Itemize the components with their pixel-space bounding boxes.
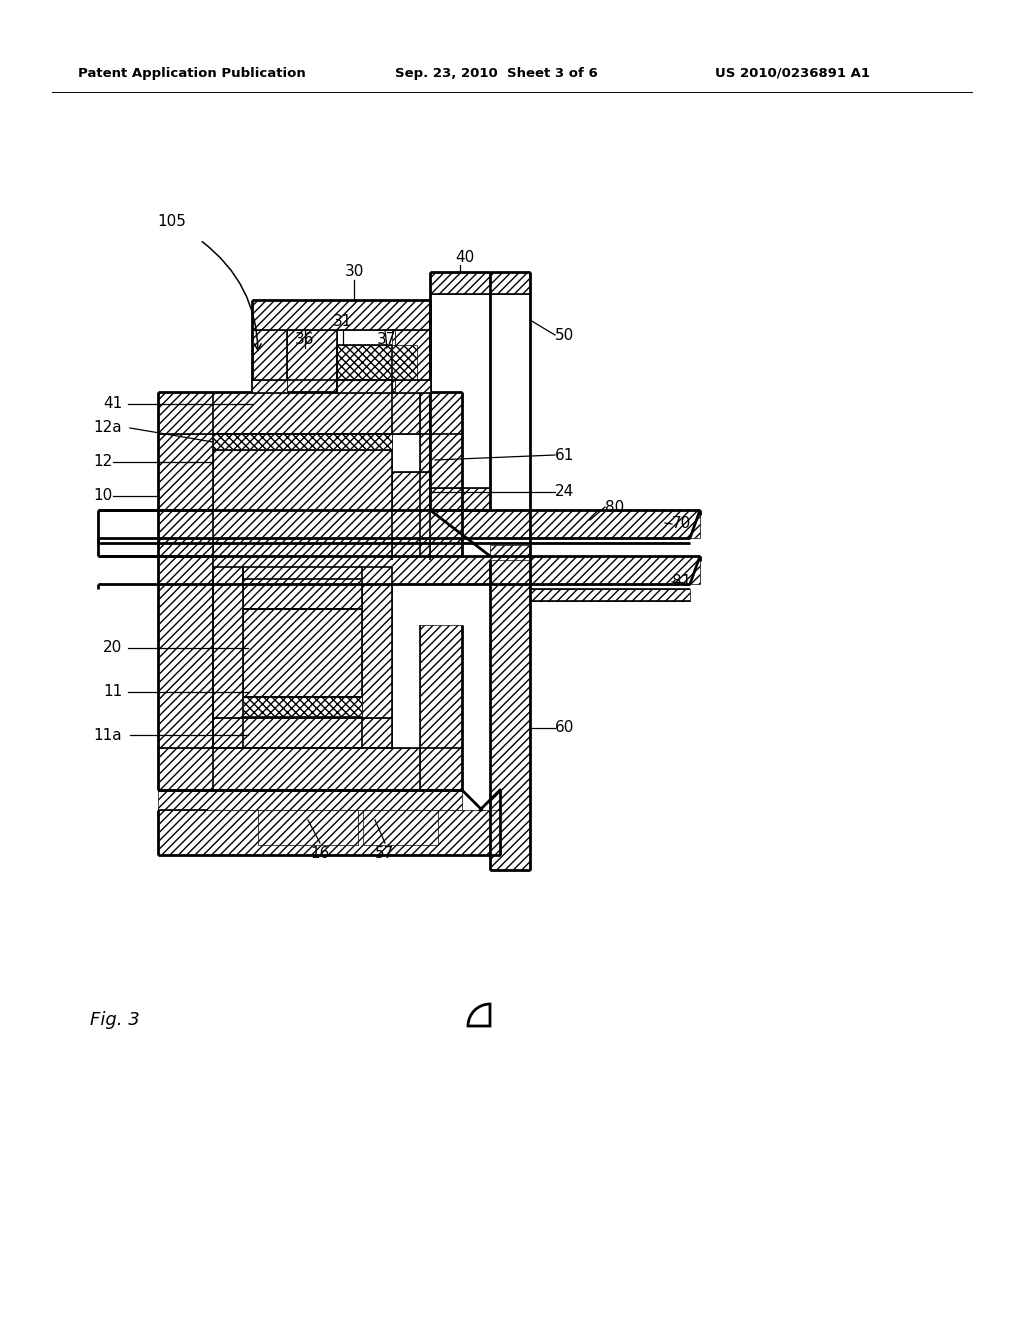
Text: 20: 20 [103,640,122,656]
Text: 12a: 12a [93,421,122,436]
Text: 30: 30 [344,264,364,280]
Text: 37: 37 [377,333,396,347]
FancyArrowPatch shape [202,242,261,351]
Bar [430,488,490,510]
Bar [158,748,462,789]
Bar [430,272,490,294]
Bar [395,300,430,392]
Bar [155,271,720,870]
Bar [395,380,430,392]
Bar [243,609,362,697]
Bar [530,589,690,601]
Text: 50: 50 [555,327,574,342]
Text: 61: 61 [555,447,574,462]
Bar [287,330,337,392]
Bar [158,510,700,539]
Text: 60: 60 [555,721,574,735]
Text: 105: 105 [157,214,186,230]
Bar [213,718,392,748]
Bar [258,810,358,845]
Bar [392,345,417,380]
Bar [158,392,213,789]
Bar [158,556,700,583]
Text: 11: 11 [103,685,122,700]
Text: 11a: 11a [93,727,122,742]
Text: 31: 31 [334,314,352,330]
Bar [243,697,362,717]
Bar [213,568,243,748]
Bar [490,272,530,294]
Bar [420,392,462,557]
Bar [420,624,462,789]
Bar [392,473,430,560]
Text: 12: 12 [93,454,113,470]
Text: 80: 80 [605,499,625,515]
Bar [158,392,462,434]
Text: 24: 24 [555,484,574,499]
Bar [490,545,530,560]
Text: 70: 70 [672,516,691,532]
Bar [252,380,287,392]
Bar [213,434,392,450]
Bar [362,810,438,845]
Bar [490,560,530,870]
Bar [252,300,287,392]
Bar [213,434,392,568]
Bar [158,789,462,810]
Bar [337,380,392,392]
Text: US 2010/0236891 A1: US 2010/0236891 A1 [715,66,870,79]
Text: 16: 16 [310,846,330,861]
Text: 36: 36 [295,333,314,347]
Bar [337,345,392,380]
Text: Patent Application Publication: Patent Application Publication [78,66,306,79]
Text: 81: 81 [672,574,691,590]
Bar [158,510,213,556]
Text: 10: 10 [93,488,113,503]
Bar [252,300,430,330]
Text: 57: 57 [376,846,394,861]
Bar [243,579,362,609]
Text: 41: 41 [103,396,122,412]
Bar [362,568,392,748]
Bar [392,330,395,392]
Text: 40: 40 [455,251,474,265]
Text: Sep. 23, 2010  Sheet 3 of 6: Sep. 23, 2010 Sheet 3 of 6 [395,66,598,79]
Bar [158,810,500,855]
Text: Fig. 3: Fig. 3 [90,1011,139,1030]
Wedge shape [468,1005,490,1026]
